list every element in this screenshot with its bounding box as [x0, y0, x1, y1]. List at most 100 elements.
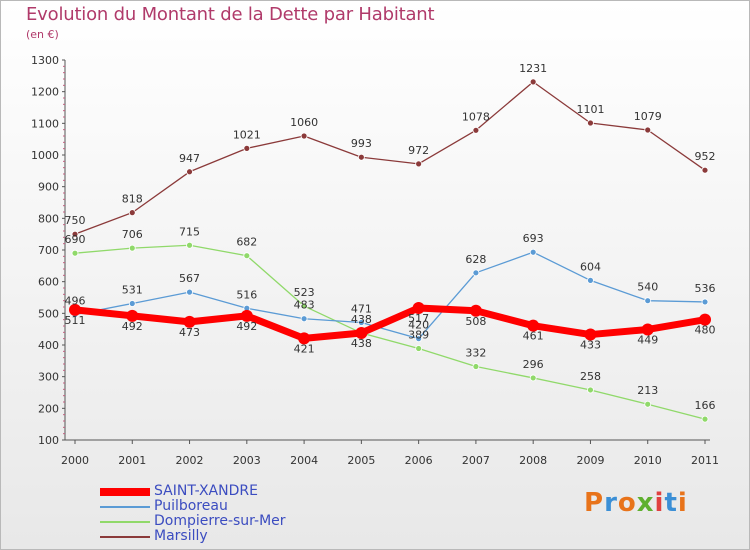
y-tick-label: 1300 [31, 54, 59, 67]
data-label: 818 [122, 193, 143, 206]
data-point [529, 374, 537, 382]
data-point [527, 319, 540, 332]
data-point [186, 241, 193, 249]
data-label: 715 [179, 225, 200, 238]
data-point [415, 335, 423, 343]
data-point [472, 126, 480, 134]
x-tick-label: 2010 [634, 454, 662, 467]
data-label: 492 [236, 320, 257, 333]
data-label: 1231 [519, 62, 547, 75]
data-point [357, 319, 365, 326]
data-label: 389 [408, 328, 429, 341]
data-label: 296 [523, 358, 544, 371]
x-tick-label: 2009 [576, 454, 604, 467]
data-label: 1060 [290, 116, 318, 129]
data-label: 213 [637, 384, 658, 397]
data-label: 421 [294, 342, 315, 355]
proxiti-logo: Proxiti [584, 488, 688, 518]
legend-swatch [100, 506, 150, 508]
x-tick-label: 2011 [691, 454, 719, 467]
data-point [243, 144, 251, 152]
x-tick-label: 2004 [290, 454, 318, 467]
data-point [415, 160, 423, 168]
y-tick-label: 1000 [31, 149, 59, 162]
x-tick-label: 2006 [405, 454, 433, 467]
data-label: 449 [637, 333, 658, 346]
data-point [243, 252, 251, 260]
data-label: 972 [408, 144, 429, 157]
y-tick-label: 500 [38, 307, 59, 320]
y-tick-label: 600 [38, 276, 59, 289]
legend-swatch [100, 488, 150, 496]
data-point [355, 326, 368, 339]
data-label: 438 [351, 337, 372, 350]
data-label: 516 [236, 288, 257, 301]
data-label: 332 [465, 347, 486, 360]
x-tick-label: 2000 [61, 454, 89, 467]
chart-subtitle: (en €) [26, 28, 59, 41]
data-point [644, 400, 652, 408]
data-point [587, 386, 594, 394]
data-point [298, 332, 311, 345]
data-label: 508 [465, 315, 486, 328]
y-tick-label: 1200 [31, 86, 59, 99]
legend-label: Marsilly [154, 528, 208, 544]
series-line-puilboreau [74, 251, 706, 340]
x-tick-label: 2005 [347, 454, 375, 467]
data-point [529, 248, 537, 256]
data-label: 540 [637, 281, 658, 294]
data-point [186, 168, 193, 176]
data-label: 258 [580, 370, 601, 383]
data-label: 523 [294, 286, 315, 299]
legend-swatch [100, 536, 150, 538]
data-label: 567 [179, 272, 200, 285]
legend-label: Puilboreau [154, 498, 228, 514]
data-label: 433 [580, 339, 601, 352]
data-label: 517 [408, 312, 429, 325]
data-point [71, 230, 79, 238]
data-label: 947 [179, 152, 200, 165]
y-tick-label: 200 [38, 402, 59, 415]
data-label: 628 [465, 253, 486, 266]
data-point [701, 298, 709, 306]
data-label: 473 [179, 326, 200, 339]
data-label: 1101 [576, 103, 604, 116]
data-point [412, 301, 425, 314]
y-tick-label: 800 [38, 212, 59, 225]
data-label: 511 [65, 314, 86, 327]
legend-swatch [100, 521, 150, 523]
data-label: 750 [65, 214, 86, 227]
legend-label: Dompierre-sur-Mer [154, 513, 286, 529]
data-point [240, 309, 253, 322]
data-label: 492 [122, 320, 143, 333]
legend-label: SAINT-XANDRE [154, 483, 258, 499]
y-tick-label: 300 [38, 371, 59, 384]
data-point [357, 153, 365, 161]
x-tick-label: 2001 [118, 454, 146, 467]
data-point [644, 126, 652, 134]
y-tick-label: 400 [38, 339, 59, 352]
data-label: 166 [695, 399, 716, 412]
data-label: 706 [122, 228, 143, 241]
y-tick-label: 100 [38, 434, 59, 447]
data-point [71, 249, 79, 257]
data-point [415, 345, 423, 352]
data-label: 420 [408, 319, 429, 332]
data-point [69, 303, 81, 316]
data-label: 471 [351, 303, 372, 316]
data-point [186, 288, 193, 296]
data-label: 483 [294, 299, 315, 312]
data-label: 438 [351, 313, 372, 326]
y-tick-label: 900 [38, 181, 59, 194]
data-label: 604 [580, 260, 601, 273]
data-label: 1021 [233, 128, 261, 141]
data-label: 480 [695, 324, 716, 337]
chart-title: Evolution du Montant de la Dette par Hab… [26, 4, 435, 25]
data-label: 682 [236, 236, 257, 249]
data-point [183, 315, 196, 328]
data-point [529, 78, 537, 86]
data-point [644, 297, 652, 305]
data-point [300, 132, 308, 140]
